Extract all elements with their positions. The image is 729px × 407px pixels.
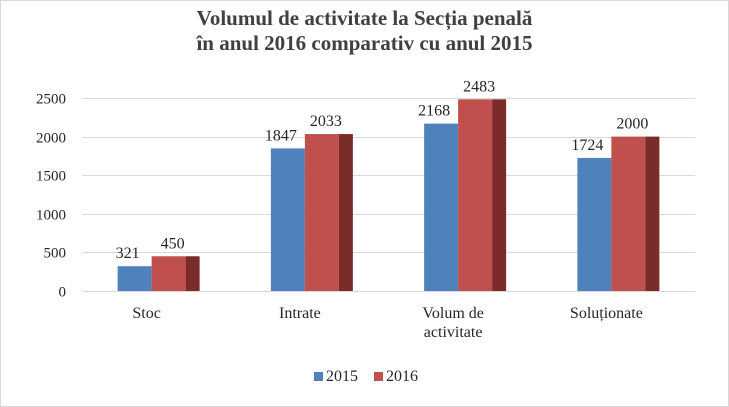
- data-label-2016-2: 2483: [463, 78, 495, 95]
- x-category-label-3: Soluționate: [570, 305, 643, 322]
- x-category-label-line-2-1: activitate: [424, 324, 483, 341]
- x-category-label-line-0-0: Stoc: [132, 305, 160, 322]
- chart-title: Volumul de activitate la Secția penală î…: [0, 6, 729, 56]
- bar-2016-0: [151, 256, 186, 291]
- bar-2015-1: [270, 148, 305, 291]
- data-label-2016-1: 2033: [310, 113, 342, 130]
- bars: [117, 99, 660, 291]
- x-category-label-2: Volum de activitate: [422, 305, 483, 341]
- legend-swatch-2015: [314, 372, 323, 381]
- y-tick-label-0: 0: [59, 285, 67, 301]
- bar-2016-2: [458, 99, 493, 291]
- data-label-2015-2: 2168: [418, 103, 450, 120]
- category-labels: Stoc Intrate Volum de activitate Soluționate: [132, 305, 642, 341]
- bar-side-2016-0: [185, 256, 200, 291]
- x-category-label-line-3-0: Soluționate: [570, 305, 643, 322]
- data-labels: 321 450 1847 2033 2168 2483 1724 2000: [116, 78, 649, 262]
- y-tick-label-2500: 2500: [36, 92, 66, 108]
- x-category-label-0: Stoc: [132, 305, 160, 322]
- bar-side-2016-2: [492, 99, 507, 291]
- y-tick-label-1500: 1500: [36, 169, 66, 185]
- bar-side-2016-1: [338, 134, 353, 291]
- legend-label-2016: 2016: [386, 368, 418, 385]
- y-tick-label-500: 500: [44, 246, 67, 262]
- y-axis-ticks: 0 500 1000 1500 2000 2500: [36, 92, 66, 301]
- bar-2015-2: [424, 123, 459, 291]
- legend-swatch-2016: [374, 372, 383, 381]
- bar-2016-1: [304, 134, 339, 291]
- data-label-2015-3: 1724: [571, 137, 603, 154]
- data-label-2016-3: 2000: [616, 116, 648, 133]
- data-label-2016-0: 450: [161, 235, 185, 252]
- bar-2016-3: [611, 136, 646, 291]
- x-category-label-line-1-0: Intrate: [279, 305, 321, 322]
- chart-title-line-2: în anul 2016 comparativ cu anul 2015: [196, 31, 533, 55]
- bar-2015-0: [117, 266, 152, 291]
- y-tick-label-2000: 2000: [36, 131, 66, 147]
- y-tick-label-1000: 1000: [36, 208, 66, 224]
- x-category-label-1: Intrate: [279, 305, 321, 322]
- bar-2015-3: [577, 157, 612, 291]
- bar-side-2016-3: [645, 136, 660, 291]
- chart-title-line-1: Volumul de activitate la Secția penală: [196, 6, 533, 30]
- legend: 2015 2016: [314, 368, 418, 385]
- data-label-2015-0: 321: [116, 245, 140, 262]
- legend-label-2015: 2015: [326, 368, 358, 385]
- data-label-2015-1: 1847: [265, 127, 297, 144]
- x-category-label-line-2-0: Volum de: [422, 305, 483, 322]
